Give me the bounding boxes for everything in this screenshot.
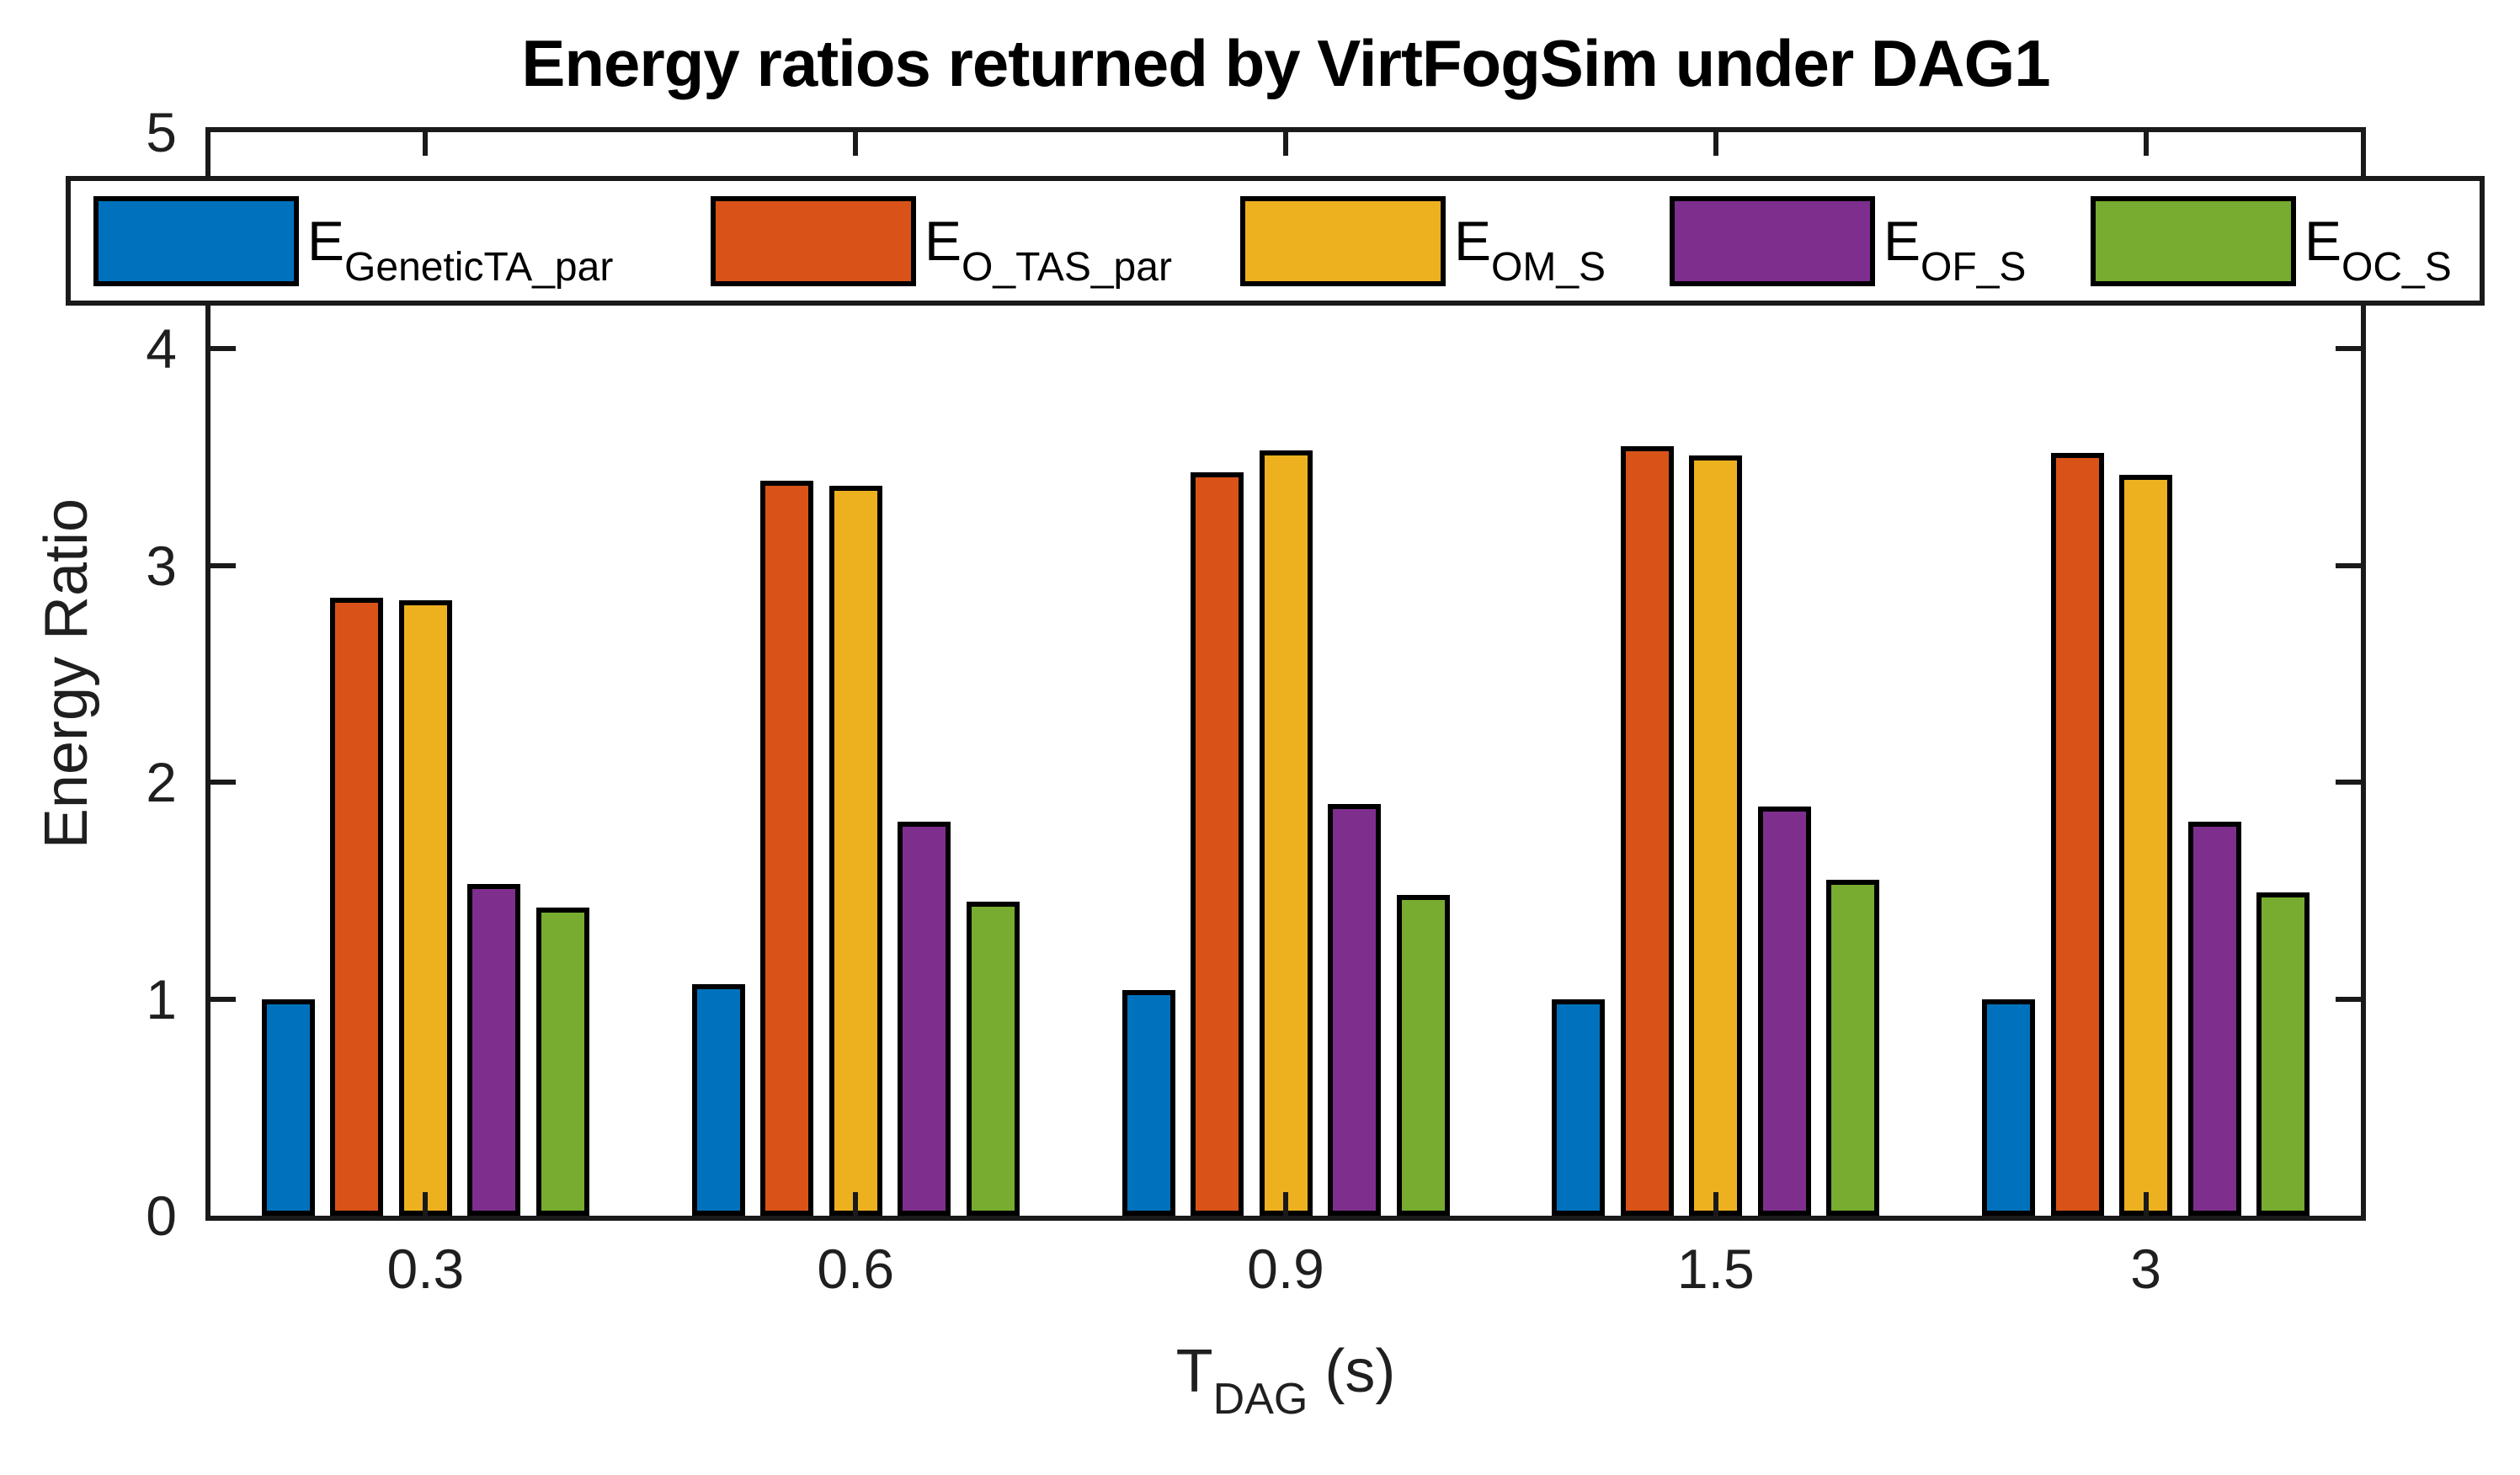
y-axis-label: Energy Ratio bbox=[33, 498, 100, 849]
bar-OM_S-0.3 bbox=[399, 600, 452, 1216]
bar-O_TAS_par-0.9 bbox=[1191, 472, 1244, 1216]
legend-label-main-O_TAS_par: E bbox=[924, 210, 962, 272]
x-tick-mark-bottom-1.5 bbox=[1713, 1192, 1718, 1216]
bar-OM_S-3 bbox=[2119, 475, 2172, 1216]
y-tick-label-2: 2 bbox=[146, 751, 177, 814]
bar-OC_S-1.5 bbox=[1826, 880, 1879, 1216]
bar-OF_S-0.3 bbox=[467, 884, 520, 1216]
legend-label-sub-GeneticTA_par: GeneticTA_par bbox=[344, 245, 614, 290]
legend-label-main-OC_S: E bbox=[2304, 210, 2342, 272]
legend-label-OF_S: EOF_S bbox=[1883, 209, 2026, 290]
legend-entry-O_TAS_par: EO_TAS_par bbox=[711, 181, 1172, 301]
x-tick-mark-top-1.5 bbox=[1713, 132, 1718, 156]
bar-GeneticTA_par-0.9 bbox=[1122, 990, 1175, 1216]
legend-swatch-OC_S bbox=[2091, 195, 2296, 286]
y-tick-mark-left-4 bbox=[210, 346, 236, 352]
bar-O_TAS_par-0.3 bbox=[330, 598, 383, 1216]
x-axis-label: TDAG (s) bbox=[205, 1337, 2366, 1424]
x-tick-mark-bottom-0.6 bbox=[853, 1192, 859, 1216]
chart-title: Energy ratios returned by VirtFogSim und… bbox=[521, 26, 2050, 100]
y-tick-label-4: 4 bbox=[146, 317, 177, 381]
legend: EGeneticTA_par EO_TAS_par EOM_S EOF_S EOC_S bbox=[66, 176, 2485, 306]
y-tick-mark-right-4 bbox=[2336, 346, 2361, 352]
x-tick-label-1.5: 1.5 bbox=[1676, 1238, 1755, 1300]
x-tick-label-0.6: 0.6 bbox=[817, 1238, 895, 1300]
y-tick-mark-right-1 bbox=[2336, 996, 2361, 1002]
bar-OF_S-0.6 bbox=[898, 822, 951, 1216]
legend-label-OM_S: EOM_S bbox=[1454, 209, 1606, 290]
bar-GeneticTA_par-0.3 bbox=[262, 999, 315, 1216]
x-tick-mark-top-0.9 bbox=[1283, 132, 1288, 156]
x-tick-label-0.9: 0.9 bbox=[1247, 1238, 1324, 1300]
bar-GeneticTA_par-3 bbox=[1982, 999, 2035, 1216]
bar-O_TAS_par-1.5 bbox=[1621, 446, 1674, 1216]
legend-label-O_TAS_par: EO_TAS_par bbox=[924, 209, 1172, 290]
bar-OF_S-0.9 bbox=[1328, 804, 1381, 1216]
bar-O_TAS_par-0.6 bbox=[760, 481, 813, 1216]
y-tick-mark-right-3 bbox=[2336, 562, 2361, 568]
x-tick-mark-bottom-0.3 bbox=[423, 1192, 429, 1216]
y-tick-mark-right-2 bbox=[2336, 780, 2361, 785]
legend-label-sub-O_TAS_par: O_TAS_par bbox=[962, 245, 1172, 290]
legend-label-GeneticTA_par: EGeneticTA_par bbox=[307, 209, 613, 290]
bar-OF_S-3 bbox=[2188, 822, 2241, 1216]
bar-OC_S-3 bbox=[2256, 892, 2310, 1216]
x-axis-label-main: T bbox=[1175, 1338, 1213, 1405]
legend-label-sub-OC_S: OC_S bbox=[2342, 245, 2452, 290]
legend-label-main-GeneticTA_par: E bbox=[307, 210, 345, 272]
x-tick-mark-top-3 bbox=[2143, 132, 2149, 156]
bar-OF_S-1.5 bbox=[1758, 807, 1811, 1216]
legend-swatch-O_TAS_par bbox=[711, 195, 916, 286]
x-tick-mark-bottom-0.9 bbox=[1283, 1192, 1288, 1216]
x-axis-label-unit: (s) bbox=[1324, 1338, 1396, 1405]
y-tick-label-0: 0 bbox=[146, 1185, 177, 1247]
bar-GeneticTA_par-0.6 bbox=[692, 984, 745, 1216]
legend-label-main-OM_S: E bbox=[1454, 210, 1492, 272]
bar-OC_S-0.6 bbox=[967, 902, 1020, 1216]
x-tick-mark-bottom-3 bbox=[2143, 1192, 2149, 1216]
plot-area bbox=[210, 132, 2361, 1216]
y-tick-mark-left-2 bbox=[210, 780, 236, 785]
y-tick-label-5: 5 bbox=[146, 101, 177, 163]
x-tick-label-0.3: 0.3 bbox=[386, 1238, 465, 1300]
y-tick-label-1: 1 bbox=[146, 967, 177, 1030]
bar-OC_S-0.9 bbox=[1397, 895, 1450, 1216]
legend-swatch-OF_S bbox=[1670, 195, 1875, 286]
legend-label-sub-OF_S: OF_S bbox=[1921, 245, 2027, 290]
x-axis-label-sub: DAG bbox=[1212, 1375, 1308, 1424]
x-tick-label-3: 3 bbox=[2130, 1238, 2161, 1300]
legend-label-OC_S: EOC_S bbox=[2304, 209, 2452, 290]
y-tick-label-3: 3 bbox=[146, 534, 177, 597]
legend-entry-GeneticTA_par: EGeneticTA_par bbox=[93, 181, 613, 301]
legend-label-main-OF_S: E bbox=[1883, 210, 1921, 272]
x-tick-mark-top-0.6 bbox=[853, 132, 859, 156]
x-tick-mark-top-0.3 bbox=[423, 132, 429, 156]
legend-entry-OF_S: EOF_S bbox=[1670, 181, 2026, 301]
y-tick-mark-left-1 bbox=[210, 996, 236, 1002]
bar-OM_S-0.6 bbox=[829, 486, 882, 1216]
legend-entry-OM_S: EOM_S bbox=[1240, 181, 1606, 301]
y-tick-mark-left-3 bbox=[210, 562, 236, 568]
bar-O_TAS_par-3 bbox=[2051, 453, 2104, 1216]
legend-swatch-OM_S bbox=[1240, 195, 1446, 286]
bar-OM_S-0.9 bbox=[1260, 450, 1313, 1216]
legend-label-sub-OM_S: OM_S bbox=[1491, 245, 1606, 290]
legend-swatch-GeneticTA_par bbox=[93, 195, 299, 286]
bar-OM_S-1.5 bbox=[1689, 455, 1742, 1216]
legend-entry-OC_S: EOC_S bbox=[2091, 181, 2452, 301]
bar-OC_S-0.3 bbox=[536, 908, 589, 1216]
bar-GeneticTA_par-1.5 bbox=[1552, 999, 1605, 1216]
plot-box bbox=[205, 127, 2366, 1221]
